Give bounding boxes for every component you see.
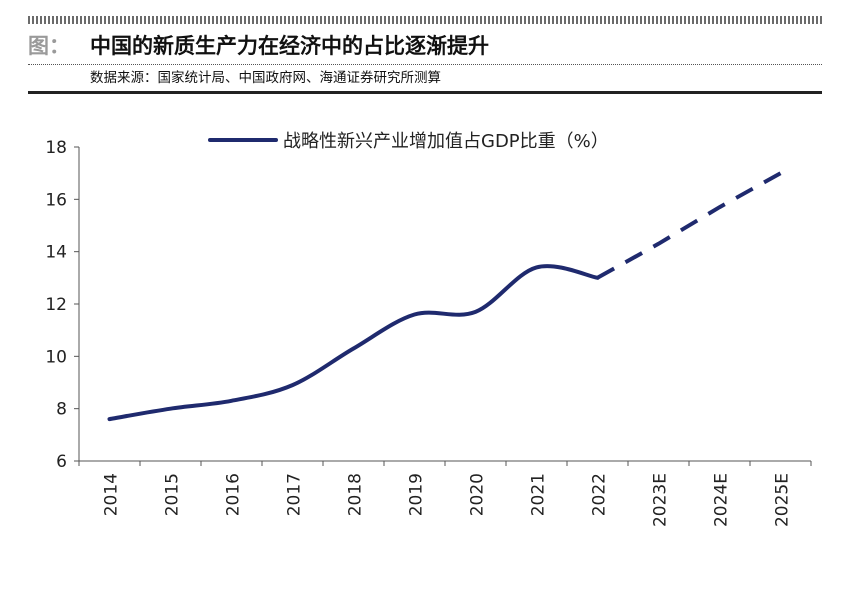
header-bottom-rule	[28, 91, 822, 94]
x-tick-label: 2016	[224, 473, 244, 516]
x-tick-label: 2022	[590, 473, 610, 516]
figure-label: 图：	[28, 34, 70, 58]
y-tick-label: 14	[45, 243, 67, 263]
y-tick-label: 8	[56, 400, 67, 420]
x-tick-label: 2024E	[712, 473, 732, 527]
figure-title: 中国的新质生产力在经济中的占比逐渐提升	[90, 34, 489, 58]
chart-ticks: 6 8 10 12 14 16 18 2014 2015 2016 2017 2018 2019 2020…	[45, 138, 812, 527]
y-tick-label: 12	[45, 295, 67, 315]
chart-series	[107, 171, 782, 422]
chart-legend: 战略性新兴产业增加值占GDP比重（%）	[208, 131, 609, 152]
y-tick-label: 16	[45, 190, 67, 210]
x-tick-label: 2014	[102, 473, 122, 516]
series-line-actual	[107, 264, 600, 422]
header-hatch-bar	[28, 16, 822, 24]
x-tick-label: 2020	[468, 473, 488, 516]
x-tick-label: 2021	[529, 473, 549, 516]
y-tick-label: 6	[56, 452, 67, 472]
figure-header: 图： 中国的新质生产力在经济中的占比逐渐提升	[28, 28, 822, 62]
figure-source: 数据来源：国家统计局、中国政府网、海通证券研究所测算	[90, 70, 441, 86]
x-tick-label: 2019	[407, 473, 427, 516]
x-tick-label: 2018	[346, 473, 366, 516]
chart-axes	[78, 147, 811, 462]
x-tick-label: 2017	[285, 473, 305, 516]
x-tick-label: 2015	[163, 473, 183, 516]
series-line-projected	[596, 171, 782, 280]
x-tick-label: 2023E	[651, 473, 671, 527]
legend-label: 战略性新兴产业增加值占GDP比重（%）	[283, 131, 609, 152]
y-tick-label: 18	[45, 138, 67, 158]
header-dotted-divider	[28, 64, 822, 65]
y-tick-label: 10	[45, 347, 67, 367]
x-tick-label: 2025E	[773, 473, 793, 527]
